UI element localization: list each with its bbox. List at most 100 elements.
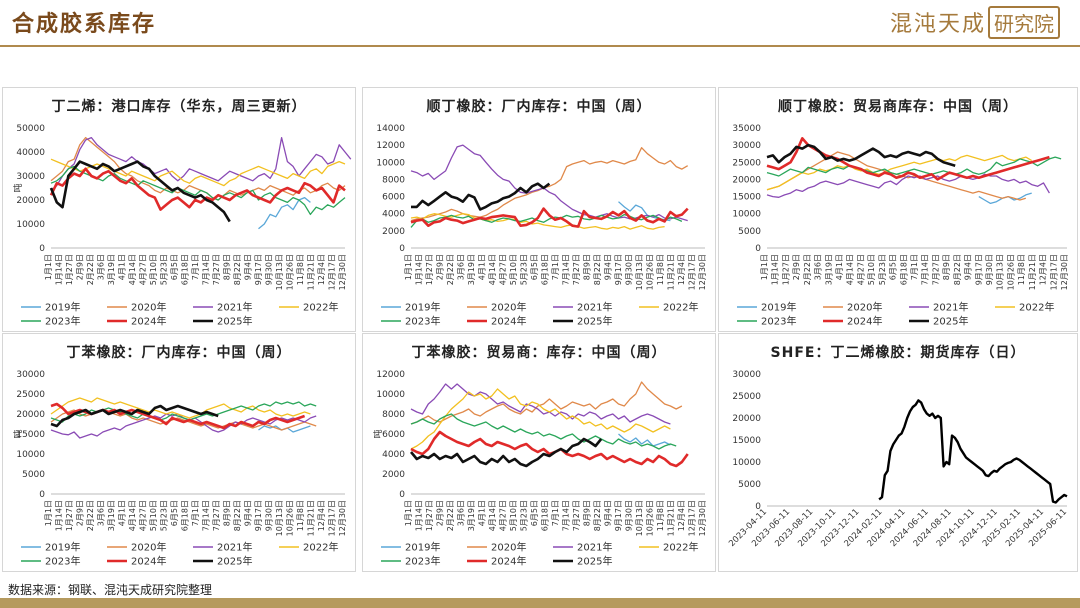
footer-bar — [0, 598, 1080, 608]
x-tick-label: 2月22日 — [86, 500, 95, 531]
x-tick-label: 11月21日 — [667, 254, 676, 290]
legend-label: 2020年 — [131, 541, 166, 554]
chart-panel-2: 顺丁橡胶：厂内库存：中国（周） 0 2000 4000 6000 8000 10000 120… — [362, 87, 716, 332]
x-tick-label: 8月22日 — [593, 500, 602, 531]
x-tick-label: 11月8日 — [1017, 254, 1026, 285]
legend-label: 2022年 — [303, 541, 338, 554]
x-tick-label: 9月17日 — [254, 500, 263, 531]
chart-title: 丁苯橡胶：贸易商：库存：中国（周） — [411, 345, 667, 361]
x-tick-label: 8月22日 — [233, 254, 242, 285]
x-tick-label: 6月18日 — [181, 254, 190, 285]
header: 合成胶系库存 混沌天成 研究院 — [0, 0, 1080, 47]
chart-panel-3: 顺丁橡胶：贸易商库存：中国（周） 0 5000 10000 15000 20000 2500… — [718, 87, 1078, 332]
x-tick-label: 8月9日 — [223, 254, 232, 280]
x-tick-label: 11月21日 — [667, 500, 676, 536]
legend-label: 2024年 — [847, 315, 882, 328]
x-tick-label: 9月30日 — [985, 254, 994, 285]
logo-text: 混沌天成 — [889, 12, 986, 37]
x-tick-label: 5月10日 — [149, 254, 158, 285]
x-tick-label: 12月30日 — [698, 254, 707, 290]
y-tick-label: 20000 — [732, 175, 761, 185]
legend-label: 2023年 — [405, 555, 440, 568]
x-tick-label: 9月30日 — [625, 500, 634, 531]
x-tick-label: 2月9日 — [436, 500, 445, 526]
x-tick-label: 12月17日 — [688, 254, 697, 290]
x-tick-label: 3月19日 — [107, 500, 116, 531]
x-tick-label: 10月13日 — [275, 500, 284, 536]
x-tick-label: 7月14日 — [202, 254, 211, 285]
legend-label: 2019年 — [45, 301, 80, 314]
legend-label: 2022年 — [303, 301, 338, 314]
x-tick-label: 12月30日 — [1060, 254, 1069, 290]
x-tick-label: 8月9日 — [223, 500, 232, 526]
logo-box: 研究院 — [988, 5, 1060, 39]
x-tick-label: 4月1日 — [835, 254, 844, 280]
x-tick-label: 5月23日 — [160, 500, 169, 531]
legend-label: 2020年 — [131, 301, 166, 314]
x-tick-label: 9月17日 — [614, 254, 623, 285]
legend-label: 2020年 — [847, 301, 882, 314]
x-tick-label: 1月1日 — [760, 254, 769, 280]
y-tick-label: 14000 — [376, 124, 405, 134]
legend-label: 2019年 — [45, 541, 80, 554]
y-tick-label: 30000 — [16, 172, 45, 182]
x-tick-label: 7月27日 — [931, 254, 940, 285]
x-tick-label: 1月1日 — [404, 254, 413, 280]
legend-label: 2025年 — [577, 555, 612, 568]
chart-svg: 0500010000150002000025000300002023-04-11… — [727, 370, 1069, 549]
y-tick-label: 25000 — [732, 158, 761, 168]
x-tick-label: 6月5日 — [170, 254, 179, 280]
x-tick-label: 12月17日 — [1049, 254, 1058, 290]
x-tick-label: 6月18日 — [899, 254, 908, 285]
y-tick-label: 10000 — [376, 390, 405, 400]
x-tick-label: 11月21日 — [1028, 254, 1037, 290]
x-tick-label: 8月22日 — [953, 254, 962, 285]
x-tick-label: 11月21日 — [307, 254, 316, 290]
chart-panel-5: 丁苯橡胶：贸易商：库存：中国（周） 0 2000 4000 6000 8000 10000 1… — [362, 333, 716, 572]
x-tick-label: 10月26日 — [286, 254, 295, 290]
x-tick-label: 5月10日 — [509, 500, 518, 531]
chart-title: 顺丁橡胶：厂内库存：中国（周） — [426, 99, 652, 115]
legend-label: 2025年 — [577, 315, 612, 328]
series-line-2024年 — [410, 430, 689, 468]
y-tick-label: 0 — [755, 244, 761, 254]
x-tick-label: 10月13日 — [275, 254, 284, 290]
x-tick-label: 4月14日 — [488, 254, 497, 285]
x-tick-label: 3月6日 — [97, 500, 106, 526]
series-line-2025年 — [766, 143, 956, 167]
chart-svg: 0 10000 20000 30000 40000 50000 吨 1月1日 1月14日 1月27… — [12, 124, 352, 328]
legend-label: 2023年 — [405, 315, 440, 328]
chart-title: 丁二烯：港口库存（华东，周三更新） — [51, 99, 307, 115]
x-tick-label: 6月5日 — [530, 500, 539, 526]
y-tick-label: 4000 — [382, 210, 405, 220]
y-tick-label: 15000 — [16, 430, 45, 440]
page-title: 合成胶系库存 — [12, 11, 157, 37]
x-tick-label: 1月14日 — [55, 254, 64, 285]
x-tick-label: 8月9日 — [583, 500, 592, 526]
y-tick-label: 8000 — [382, 175, 405, 185]
y-tick-label: 30000 — [16, 370, 45, 380]
x-tick-label: 7月1日 — [551, 500, 560, 526]
legend-label: 2024年 — [131, 315, 166, 328]
x-tick-label: 12月30日 — [338, 500, 347, 536]
x-tick-label: 4月1日 — [118, 254, 127, 280]
series-line-2021年 — [766, 173, 1050, 198]
legend-label: 2021年 — [577, 541, 612, 554]
x-tick-label: 9月17日 — [974, 254, 983, 285]
x-tick-label: 8月9日 — [942, 254, 951, 280]
y-tick-label: 4000 — [382, 450, 405, 460]
x-tick-label: 7月27日 — [572, 254, 581, 285]
y-tick-label: 0 — [399, 244, 405, 254]
x-tick-label: 9月30日 — [625, 254, 634, 285]
x-tick-label: 9月4日 — [244, 254, 253, 280]
y-tick-label: 12000 — [376, 141, 405, 151]
y-tick-label: 2000 — [382, 470, 405, 480]
chart-title: 顺丁橡胶：贸易商库存：中国（周） — [778, 99, 1018, 115]
y-tick-label: 20000 — [16, 410, 45, 420]
x-tick-label: 9月4日 — [604, 254, 613, 280]
x-tick-label: 9月4日 — [604, 500, 613, 526]
legend-label: 2021年 — [933, 301, 968, 314]
y-tick-label: 30000 — [732, 370, 761, 380]
y-tick-label: 5000 — [738, 227, 761, 237]
